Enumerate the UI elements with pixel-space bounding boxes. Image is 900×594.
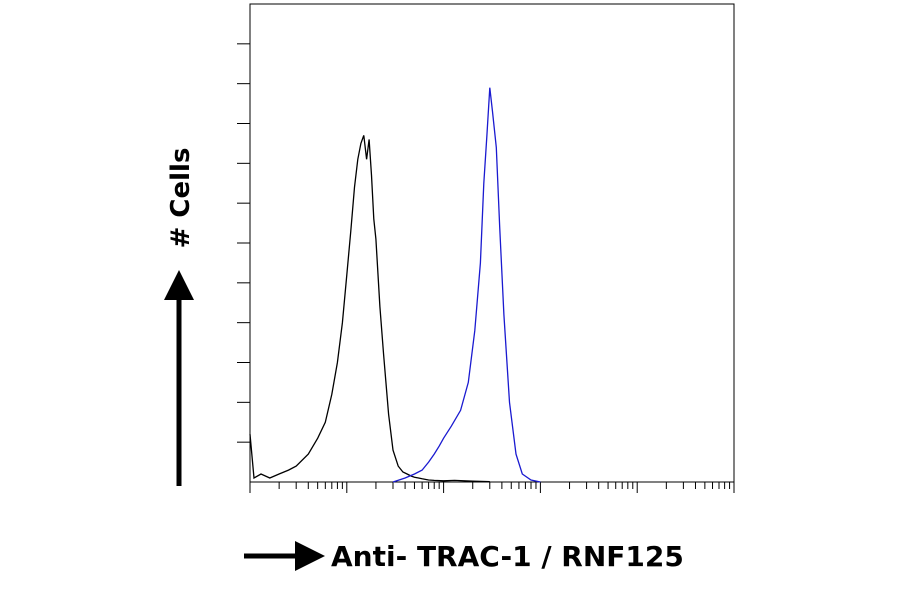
anti-trac1-histogram-line bbox=[392, 87, 541, 483]
y-axis-label: # Cells bbox=[166, 148, 196, 249]
plot-frame bbox=[249, 3, 735, 483]
x-axis-ticks bbox=[249, 482, 735, 493]
control-histogram-line bbox=[249, 135, 490, 483]
y-axis-ticks bbox=[237, 43, 250, 443]
x-axis-label: Anti- TRAC-1 / RNF125 bbox=[331, 540, 684, 573]
